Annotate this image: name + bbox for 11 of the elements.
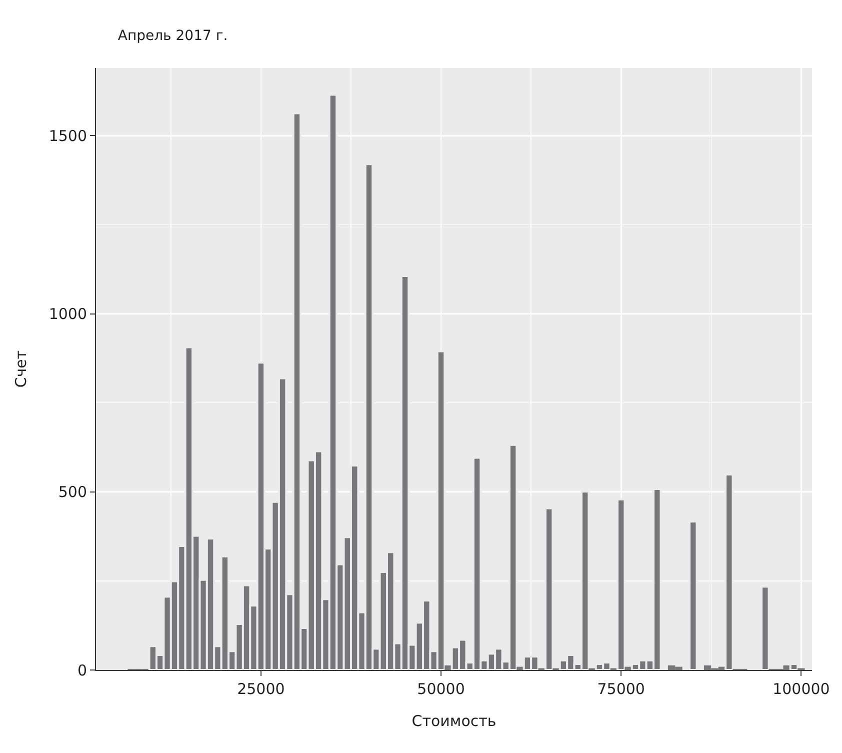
x-tick-label: 25000 bbox=[237, 680, 285, 698]
chart-title: Апрель 2017 г. bbox=[118, 28, 228, 44]
y-tick-label: 1000 bbox=[48, 305, 87, 324]
y-tick-label: 1500 bbox=[48, 126, 87, 145]
x-tick-label: 75000 bbox=[597, 680, 645, 698]
x-axis-title: Стоимость bbox=[412, 712, 496, 730]
y-axis-title: Счет bbox=[12, 350, 30, 388]
x-tick-label: 50000 bbox=[417, 680, 465, 698]
y-tick-label: 0 bbox=[77, 661, 87, 680]
y-tick-label: 500 bbox=[58, 483, 87, 502]
x-tick-label: 100000 bbox=[772, 680, 830, 698]
